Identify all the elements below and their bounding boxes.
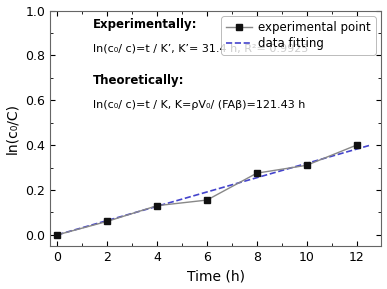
X-axis label: Time (h): Time (h) [187,269,245,284]
Text: Experimentally:: Experimentally: [93,18,198,31]
experimental point [155,204,159,208]
Text: ln(c₀/ c)=t / K, K=ρV₀/ (FAβ)=121.43 h: ln(c₀/ c)=t / K, K=ρV₀/ (FAβ)=121.43 h [93,100,305,110]
data fitting [55,233,60,237]
data fitting [246,178,250,182]
data fitting [241,180,245,184]
experimental point [255,171,259,175]
data fitting [337,152,342,156]
data fitting [318,158,322,161]
Legend: experimental point, data fitting: experimental point, data fitting [221,16,375,55]
data fitting [240,180,244,184]
experimental point [105,220,110,223]
Line: data fitting: data fitting [57,146,369,235]
experimental point [55,233,60,237]
experimental point [354,143,359,147]
data fitting [366,144,371,147]
Y-axis label: ln(c₀/C): ln(c₀/C) [5,103,20,154]
experimental point [304,164,309,167]
Text: ln(c₀/ c)=t / K’, K’= 31.4 h, R²= 0.9925: ln(c₀/ c)=t / K’, K’= 31.4 h, R²= 0.9925 [93,44,308,53]
data fitting [56,233,61,236]
experimental point [205,198,209,202]
Text: Theoretically:: Theoretically: [93,74,185,87]
Line: experimental point: experimental point [54,142,360,238]
